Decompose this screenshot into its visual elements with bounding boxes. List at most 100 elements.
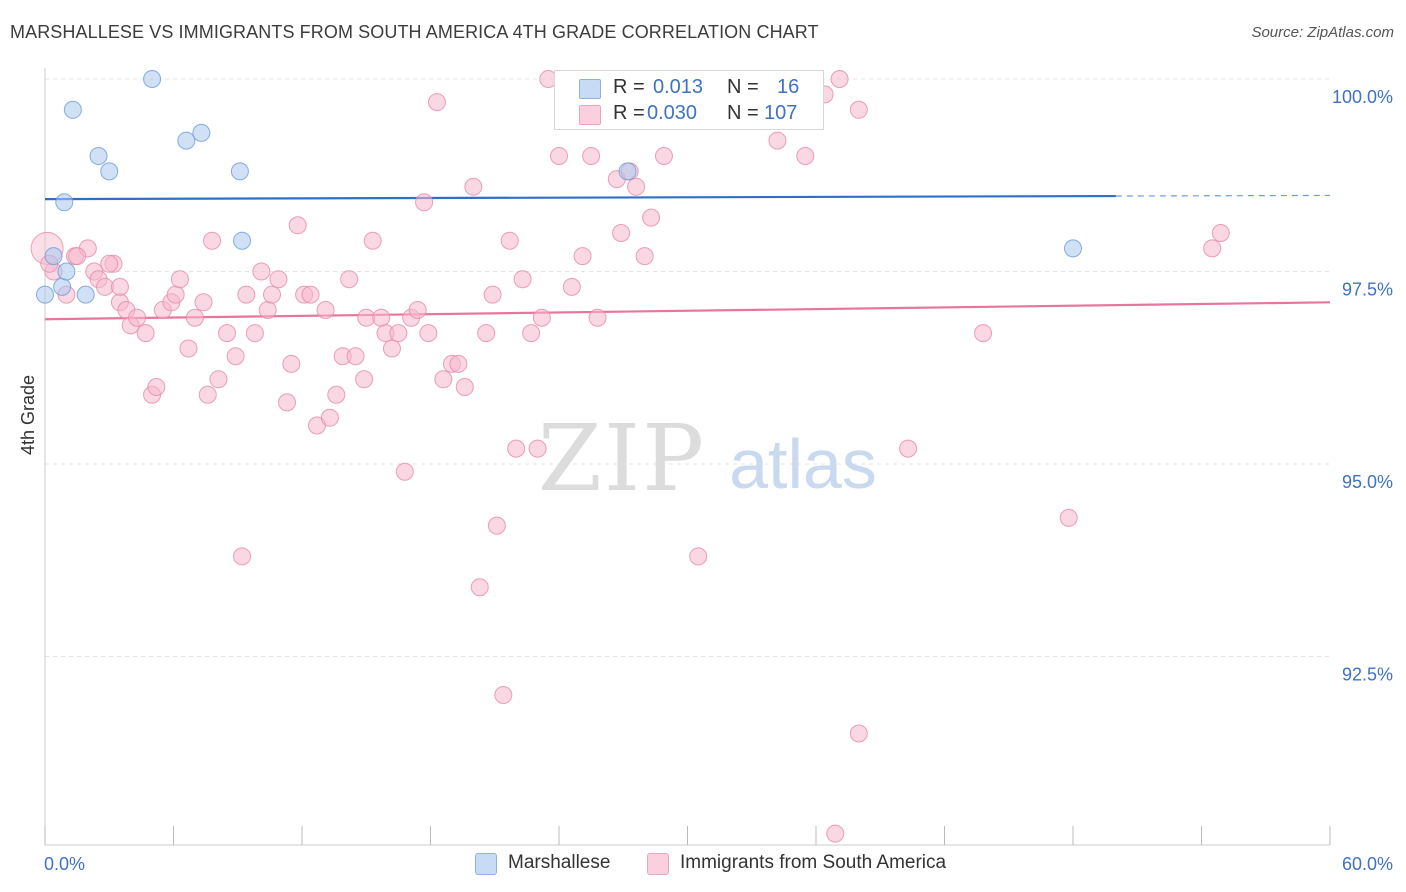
point-immigrants — [110, 277, 129, 296]
r-value: 0.030 — [647, 102, 698, 124]
r-label: R = — [613, 76, 645, 98]
point-immigrants — [507, 439, 526, 458]
legend-swatch-marshallese — [475, 853, 497, 875]
point-immigrants — [768, 131, 787, 150]
point-marshallese — [143, 70, 162, 88]
point-immigrants — [455, 378, 474, 396]
point-marshallese — [63, 100, 82, 119]
point-immigrants — [288, 216, 307, 235]
point-immigrants — [382, 339, 401, 358]
point-immigrants — [357, 308, 376, 327]
point-immigrants — [826, 824, 845, 843]
point-immigrants — [562, 277, 581, 296]
point-immigrants — [301, 285, 320, 304]
point-immigrants — [203, 231, 222, 250]
point-marshallese — [53, 277, 72, 296]
point-immigrants — [427, 93, 446, 112]
point-immigrants — [642, 208, 661, 227]
point-immigrants — [194, 293, 213, 312]
point-immigrants — [1059, 508, 1078, 527]
x-tick-label: 60.0% — [1342, 854, 1393, 874]
swatch-immigrants — [579, 105, 601, 125]
trend-line-marshallese — [44, 194, 1116, 201]
point-immigrants — [258, 301, 277, 319]
point-marshallese — [76, 285, 95, 304]
point-immigrants — [147, 378, 166, 396]
point-immigrants — [252, 262, 271, 281]
chart-title: MARSHALLESE VS IMMIGRANTS FROM SOUTH AME… — [10, 22, 819, 42]
point-marshallese — [100, 162, 119, 181]
point-immigrants — [209, 370, 228, 389]
legend-label-marshallese: Marshallese — [508, 852, 611, 873]
point-immigrants — [1203, 239, 1222, 258]
point-immigrants — [627, 177, 646, 196]
point-immigrants — [899, 439, 918, 458]
point-immigrants — [494, 686, 513, 704]
point-immigrants — [532, 308, 551, 327]
point-marshallese — [233, 231, 252, 250]
point-marshallese — [230, 162, 249, 181]
data-points — [30, 70, 1230, 843]
point-immigrants — [513, 270, 532, 289]
point-immigrants — [100, 254, 119, 273]
point-immigrants — [573, 247, 592, 266]
point-immigrants — [635, 247, 654, 266]
n-value: 16 — [777, 76, 800, 98]
y-tick-label: 95.0% — [1342, 472, 1393, 492]
point-immigrants — [434, 370, 453, 389]
point-immigrants — [95, 277, 114, 296]
point-immigrants — [320, 408, 339, 427]
point-immigrants — [550, 147, 568, 165]
point-immigrants — [245, 324, 264, 343]
point-marshallese — [57, 262, 76, 281]
trend-line-extension — [1115, 194, 1331, 197]
watermark-atlas: atlas — [729, 425, 877, 503]
tick-labels: 92.5% 95.0% 97.5% 100.0% 0.0% 60.0% — [44, 87, 1393, 874]
point-immigrants — [849, 724, 868, 743]
point-immigrants — [395, 462, 414, 481]
trend-lines — [44, 194, 1331, 321]
swatch-marshallese — [579, 79, 601, 99]
point-immigrants — [408, 301, 427, 319]
source-label: Source: ZipAtlas.com — [1251, 24, 1394, 41]
point-immigrants — [528, 439, 547, 458]
point-immigrants — [449, 354, 468, 373]
n-label: N = — [727, 102, 759, 124]
point-immigrants — [689, 547, 708, 566]
point-immigrants — [226, 347, 245, 366]
point-immigrants — [198, 385, 217, 404]
point-marshallese — [89, 147, 108, 165]
point-immigrants — [1211, 224, 1230, 242]
y-tick-label: 92.5% — [1342, 665, 1393, 685]
point-immigrants — [464, 177, 483, 196]
point-immigrants — [263, 285, 282, 304]
point-immigrants — [282, 354, 301, 373]
point-immigrants — [269, 270, 288, 289]
point-immigrants — [136, 324, 155, 343]
point-marshallese — [177, 131, 196, 150]
x-tick-label: 0.0% — [44, 854, 85, 874]
watermark-zip: ZIP — [538, 405, 706, 512]
point-immigrants — [128, 308, 147, 327]
point-immigrants — [974, 324, 993, 343]
point-immigrants — [796, 147, 815, 165]
point-immigrants — [346, 347, 365, 366]
point-marshallese — [55, 193, 74, 212]
legend-label-immigrants: Immigrants from South America — [680, 852, 947, 873]
point-immigrants — [849, 100, 868, 119]
point-immigrants — [612, 224, 631, 242]
point-marshallese — [192, 123, 211, 142]
point-immigrants — [355, 370, 374, 389]
point-immigrants — [415, 193, 434, 212]
point-immigrants — [477, 324, 496, 343]
n-label: N = — [727, 76, 759, 98]
axes — [44, 68, 1331, 846]
point-immigrants — [522, 324, 541, 343]
point-immigrants — [316, 301, 335, 319]
legend-swatch-immigrants — [647, 853, 669, 875]
point-immigrants — [470, 578, 489, 597]
point-immigrants — [363, 231, 382, 250]
point-immigrants — [372, 308, 391, 327]
r-value: 0.013 — [653, 76, 704, 98]
